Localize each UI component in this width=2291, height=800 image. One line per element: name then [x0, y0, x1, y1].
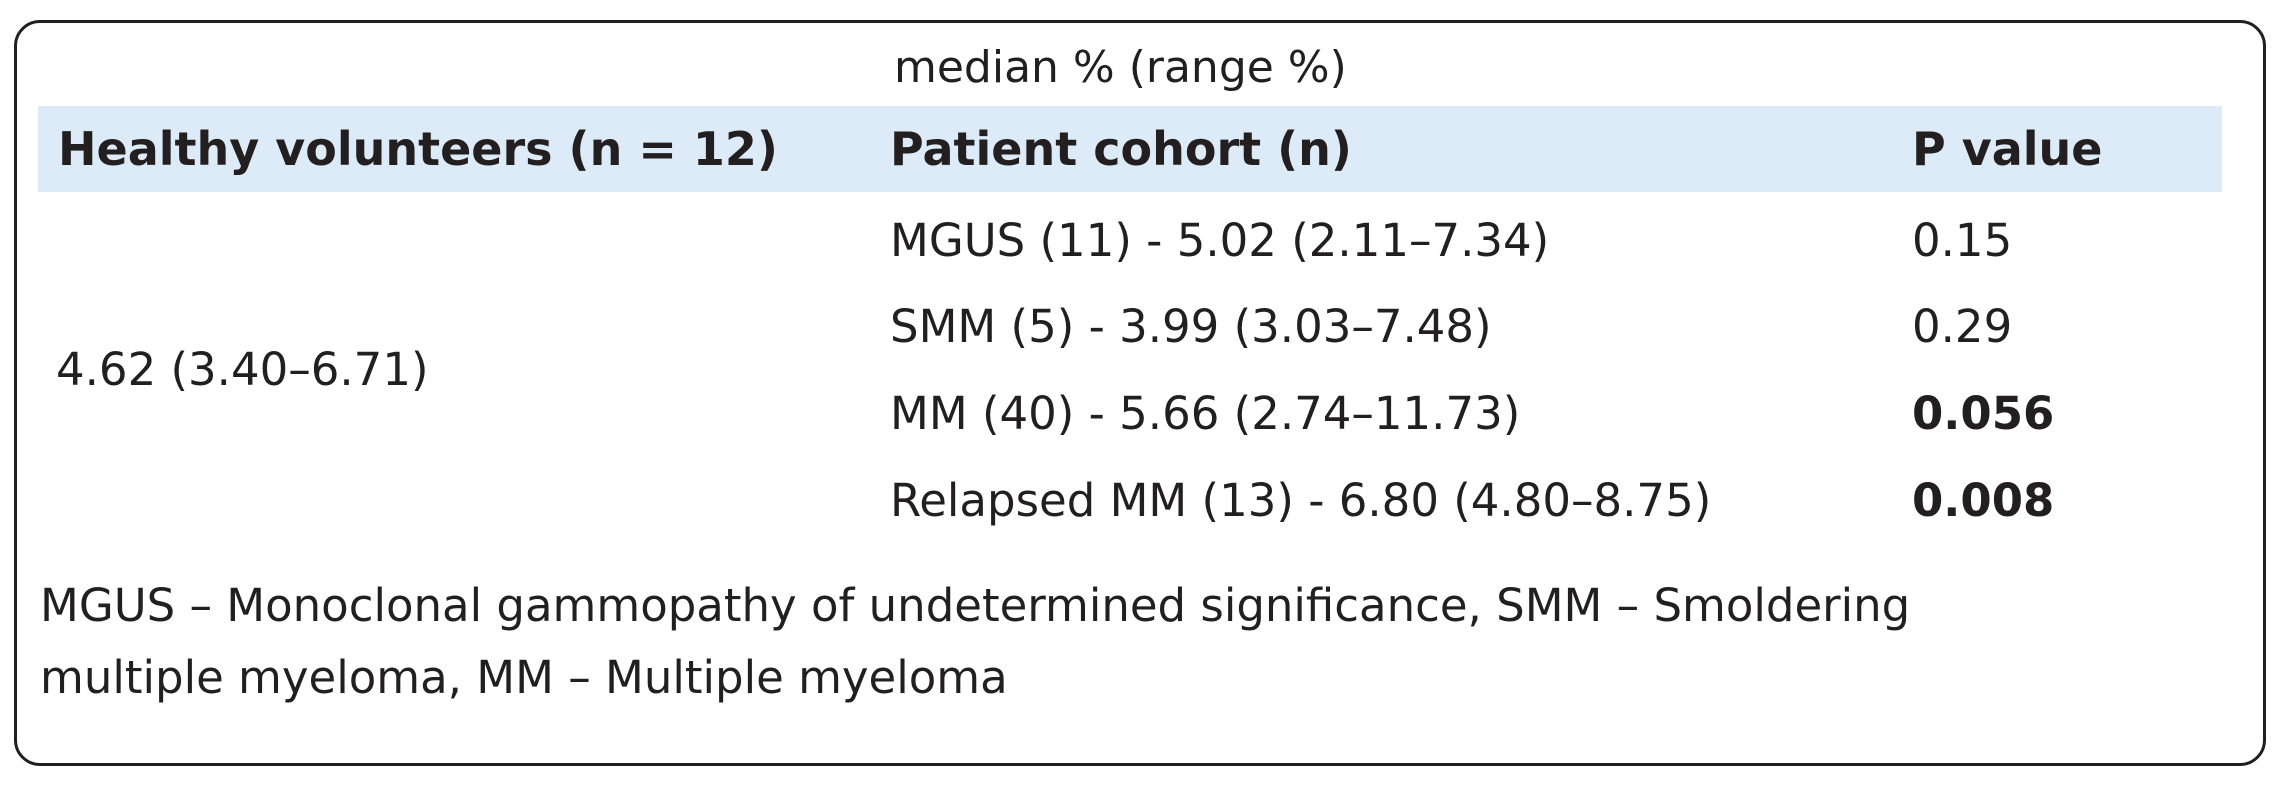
cohort-cell-smm: SMM (5) - 3.99 (3.03–7.48)	[890, 300, 1492, 353]
table-supheader: median % (range %)	[894, 42, 1347, 93]
p-value-cell-mm: 0.056	[1912, 387, 2055, 440]
table-header-row	[38, 106, 2222, 192]
footnote-line-2: multiple myeloma, MM – Multiple myeloma	[40, 651, 1008, 704]
header-patient-cohort: Patient cohort (n)	[890, 122, 1352, 176]
p-value-cell-relapsed-mm: 0.008	[1912, 474, 2055, 527]
header-healthy-volunteers: Healthy volunteers (n = 12)	[58, 122, 778, 176]
cohort-cell-mm: MM (40) - 5.66 (2.74–11.73)	[890, 387, 1521, 440]
table-footnote: MGUS – Monoclonal gammopathy of undeterm…	[40, 570, 2240, 714]
cohort-cell-mgus: MGUS (11) - 5.02 (2.11–7.34)	[890, 214, 1550, 267]
footnote-line-1: MGUS – Monoclonal gammopathy of undeterm…	[40, 579, 1911, 632]
healthy-volunteers-value: 4.62 (3.40–6.71)	[56, 343, 429, 396]
header-p-value: P value	[1912, 122, 2103, 176]
p-value-cell-mgus: 0.15	[1912, 214, 2013, 267]
table-frame	[14, 20, 2266, 766]
p-value-cell-smm: 0.29	[1912, 300, 2013, 353]
cohort-cell-relapsed-mm: Relapsed MM (13) - 6.80 (4.80–8.75)	[890, 474, 1712, 527]
